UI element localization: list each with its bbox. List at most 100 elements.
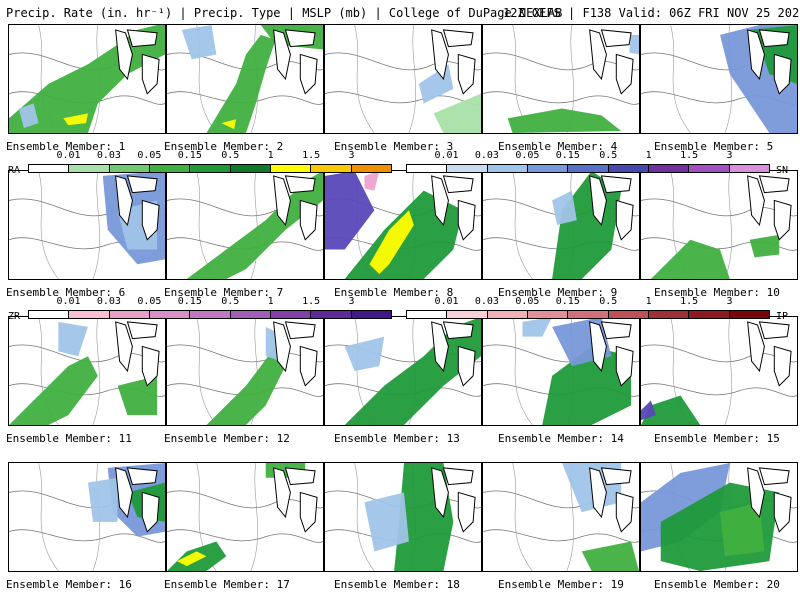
color-swatch [190, 165, 231, 172]
map-panel-member-2 [166, 24, 324, 134]
scale-tick-label: 0.05 [515, 296, 540, 307]
scale-tick-label: 3 [348, 150, 355, 161]
freezing-rain-scale: ZR 0.01 0.03 0.05 0.15 0.5 1 1.5 3 [8, 296, 394, 324]
map-panel-member-7 [166, 170, 324, 280]
scale-tick-label: 0.05 [137, 296, 162, 307]
scale-tick-label: 0.05 [137, 150, 162, 161]
color-swatch [729, 311, 769, 318]
precip-map [9, 463, 165, 571]
color-swatch [311, 165, 352, 172]
color-swatch [527, 165, 569, 172]
precip-map [167, 317, 323, 425]
scale-tick-label: 1.5 [302, 150, 321, 161]
color-swatch [190, 311, 231, 318]
scale-tick-label: 0.5 [599, 150, 618, 161]
map-panel-member-8 [324, 170, 482, 280]
header-run-info: 12Z GEFS | F138 Valid: 06Z FRI NOV 25 20… [503, 6, 800, 20]
snow-color-bar [406, 164, 770, 173]
precip-map [9, 171, 165, 279]
scale-tick-label: 1 [267, 296, 274, 307]
member-caption: Ensemble Member: 1 [6, 140, 126, 153]
scale-tick-label: 0.01 [434, 150, 459, 161]
member-caption: Ensemble Member: 20 [654, 578, 780, 591]
scale-tick-label: 0.03 [474, 150, 499, 161]
map-panel-member-19 [482, 462, 640, 572]
precip-map [325, 463, 481, 571]
map-panel-member-18 [324, 462, 482, 572]
snow-scale: 0.01 0.03 0.05 0.15 0.5 1 1.5 3 SN [406, 150, 794, 178]
scale-tick-label: 0.05 [515, 150, 540, 161]
member-caption: Ensemble Member: 15 [654, 432, 780, 445]
map-panel-member-11 [8, 316, 166, 426]
map-panel-member-3 [324, 24, 482, 134]
map-panel-member-20 [640, 462, 798, 572]
scale-tick-label: 0.01 [56, 296, 81, 307]
freezing-rain-color-bar [28, 310, 392, 319]
color-swatch [527, 311, 569, 318]
header: Precip. Rate (in. hr⁻¹) | Precip. Type |… [0, 0, 800, 24]
rain-scale-label: RA [8, 165, 21, 176]
precip-map [483, 171, 639, 279]
color-swatch [351, 311, 391, 318]
header-title: Precip. Rate (in. hr⁻¹) | Precip. Type |… [6, 6, 563, 20]
member-caption: Ensemble Member: 8 [334, 286, 454, 299]
color-swatch [69, 311, 110, 318]
scale-tick-label: 0.5 [221, 296, 240, 307]
color-swatch [270, 311, 312, 318]
member-caption: Ensemble Member: 13 [334, 432, 460, 445]
member-caption: Ensemble Member: 9 [498, 286, 618, 299]
scale-tick-label: 0.03 [96, 150, 121, 161]
map-panel-member-17 [166, 462, 324, 572]
scale-tick-label: 3 [348, 296, 355, 307]
member-caption: Ensemble Member: 7 [164, 286, 284, 299]
precip-map [641, 317, 797, 425]
member-caption: Ensemble Member: 2 [164, 140, 284, 153]
scale-tick-label: 3 [726, 296, 733, 307]
rain-scale: RA 0.01 0.03 0.05 0.15 0.5 1 1.5 3 [8, 150, 394, 178]
precip-map [167, 171, 323, 279]
precip-map [483, 463, 639, 571]
color-swatch [447, 165, 488, 172]
precip-map [641, 171, 797, 279]
map-panel-member-5 [640, 24, 798, 134]
scale-tick-label: 0.5 [599, 296, 618, 307]
scale-tick-label: 0.15 [177, 296, 202, 307]
sleet-color-bar [406, 310, 770, 319]
color-swatch [608, 165, 649, 172]
color-swatch [729, 165, 769, 172]
scale-tick-label: 0.15 [555, 150, 580, 161]
member-caption: Ensemble Member: 11 [6, 432, 132, 445]
precip-map [641, 463, 797, 571]
color-swatch [407, 311, 448, 318]
member-caption: Ensemble Member: 12 [164, 432, 290, 445]
precip-map [325, 25, 481, 133]
color-swatch [487, 165, 528, 172]
map-panel-member-6 [8, 170, 166, 280]
member-caption: Ensemble Member: 4 [498, 140, 618, 153]
color-swatch [109, 311, 150, 318]
map-panel-member-15 [640, 316, 798, 426]
color-swatch [648, 311, 690, 318]
member-caption: Ensemble Member: 16 [6, 578, 132, 591]
color-swatch [407, 165, 448, 172]
scale-tick-label: 1 [645, 150, 652, 161]
member-caption: Ensemble Member: 10 [654, 286, 780, 299]
scale-tick-label: 0.01 [56, 150, 81, 161]
scale-tick-label: 0.15 [555, 296, 580, 307]
precip-map [167, 25, 323, 133]
scale-tick-label: 1.5 [680, 296, 699, 307]
scale-tick-label: 1.5 [302, 296, 321, 307]
scale-tick-label: 0.15 [177, 150, 202, 161]
color-swatch [689, 165, 730, 172]
map-panel-member-14 [482, 316, 640, 426]
scale-tick-label: 3 [726, 150, 733, 161]
map-panel-member-10 [640, 170, 798, 280]
precip-map [325, 317, 481, 425]
precip-map [9, 317, 165, 425]
precip-map [325, 171, 481, 279]
scale-tick-label: 0.03 [474, 296, 499, 307]
precip-map [483, 317, 639, 425]
color-swatch [648, 165, 690, 172]
rain-color-bar [28, 164, 392, 173]
precip-map [641, 25, 797, 133]
